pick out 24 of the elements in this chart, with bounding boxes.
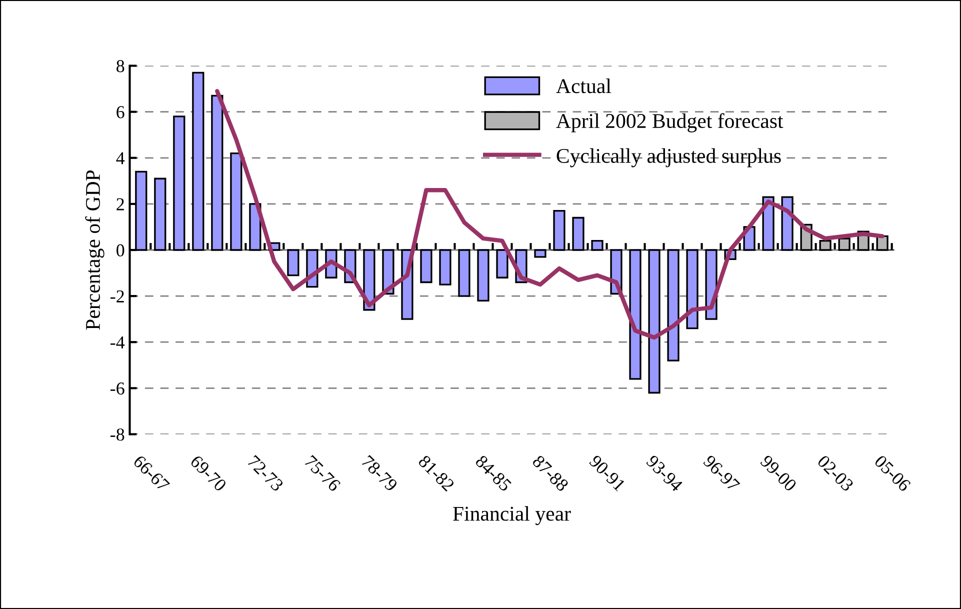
bar	[591, 240, 604, 251]
bar	[439, 249, 452, 286]
legend-label: Cyclically adjusted surplus	[556, 148, 781, 168]
y-axis-title: Percentage of GDP	[85, 170, 104, 330]
y-tick-label: -4	[110, 336, 125, 348]
bar	[135, 170, 148, 251]
bar	[458, 249, 470, 297]
bar	[667, 249, 680, 362]
y-tick-label: 4	[116, 152, 125, 164]
bar	[287, 249, 300, 276]
bar	[534, 249, 546, 258]
x-axis-title: Financial year	[453, 506, 571, 526]
bar	[686, 249, 698, 330]
y-tick-label: 6	[116, 106, 124, 118]
y-tick-label: -6	[110, 382, 124, 395]
y-tick-label: -2	[110, 290, 124, 302]
y-tick-label: 0	[116, 244, 124, 256]
y-tick-label: 2	[116, 198, 124, 210]
bar	[838, 238, 850, 251]
y-tick-label: -8	[110, 428, 124, 441]
legend-label: Actual	[556, 78, 612, 94]
bar	[211, 94, 224, 251]
y-tick-label: 8	[116, 60, 124, 72]
legend-label: April 2002 Budget forecast	[556, 113, 784, 132]
